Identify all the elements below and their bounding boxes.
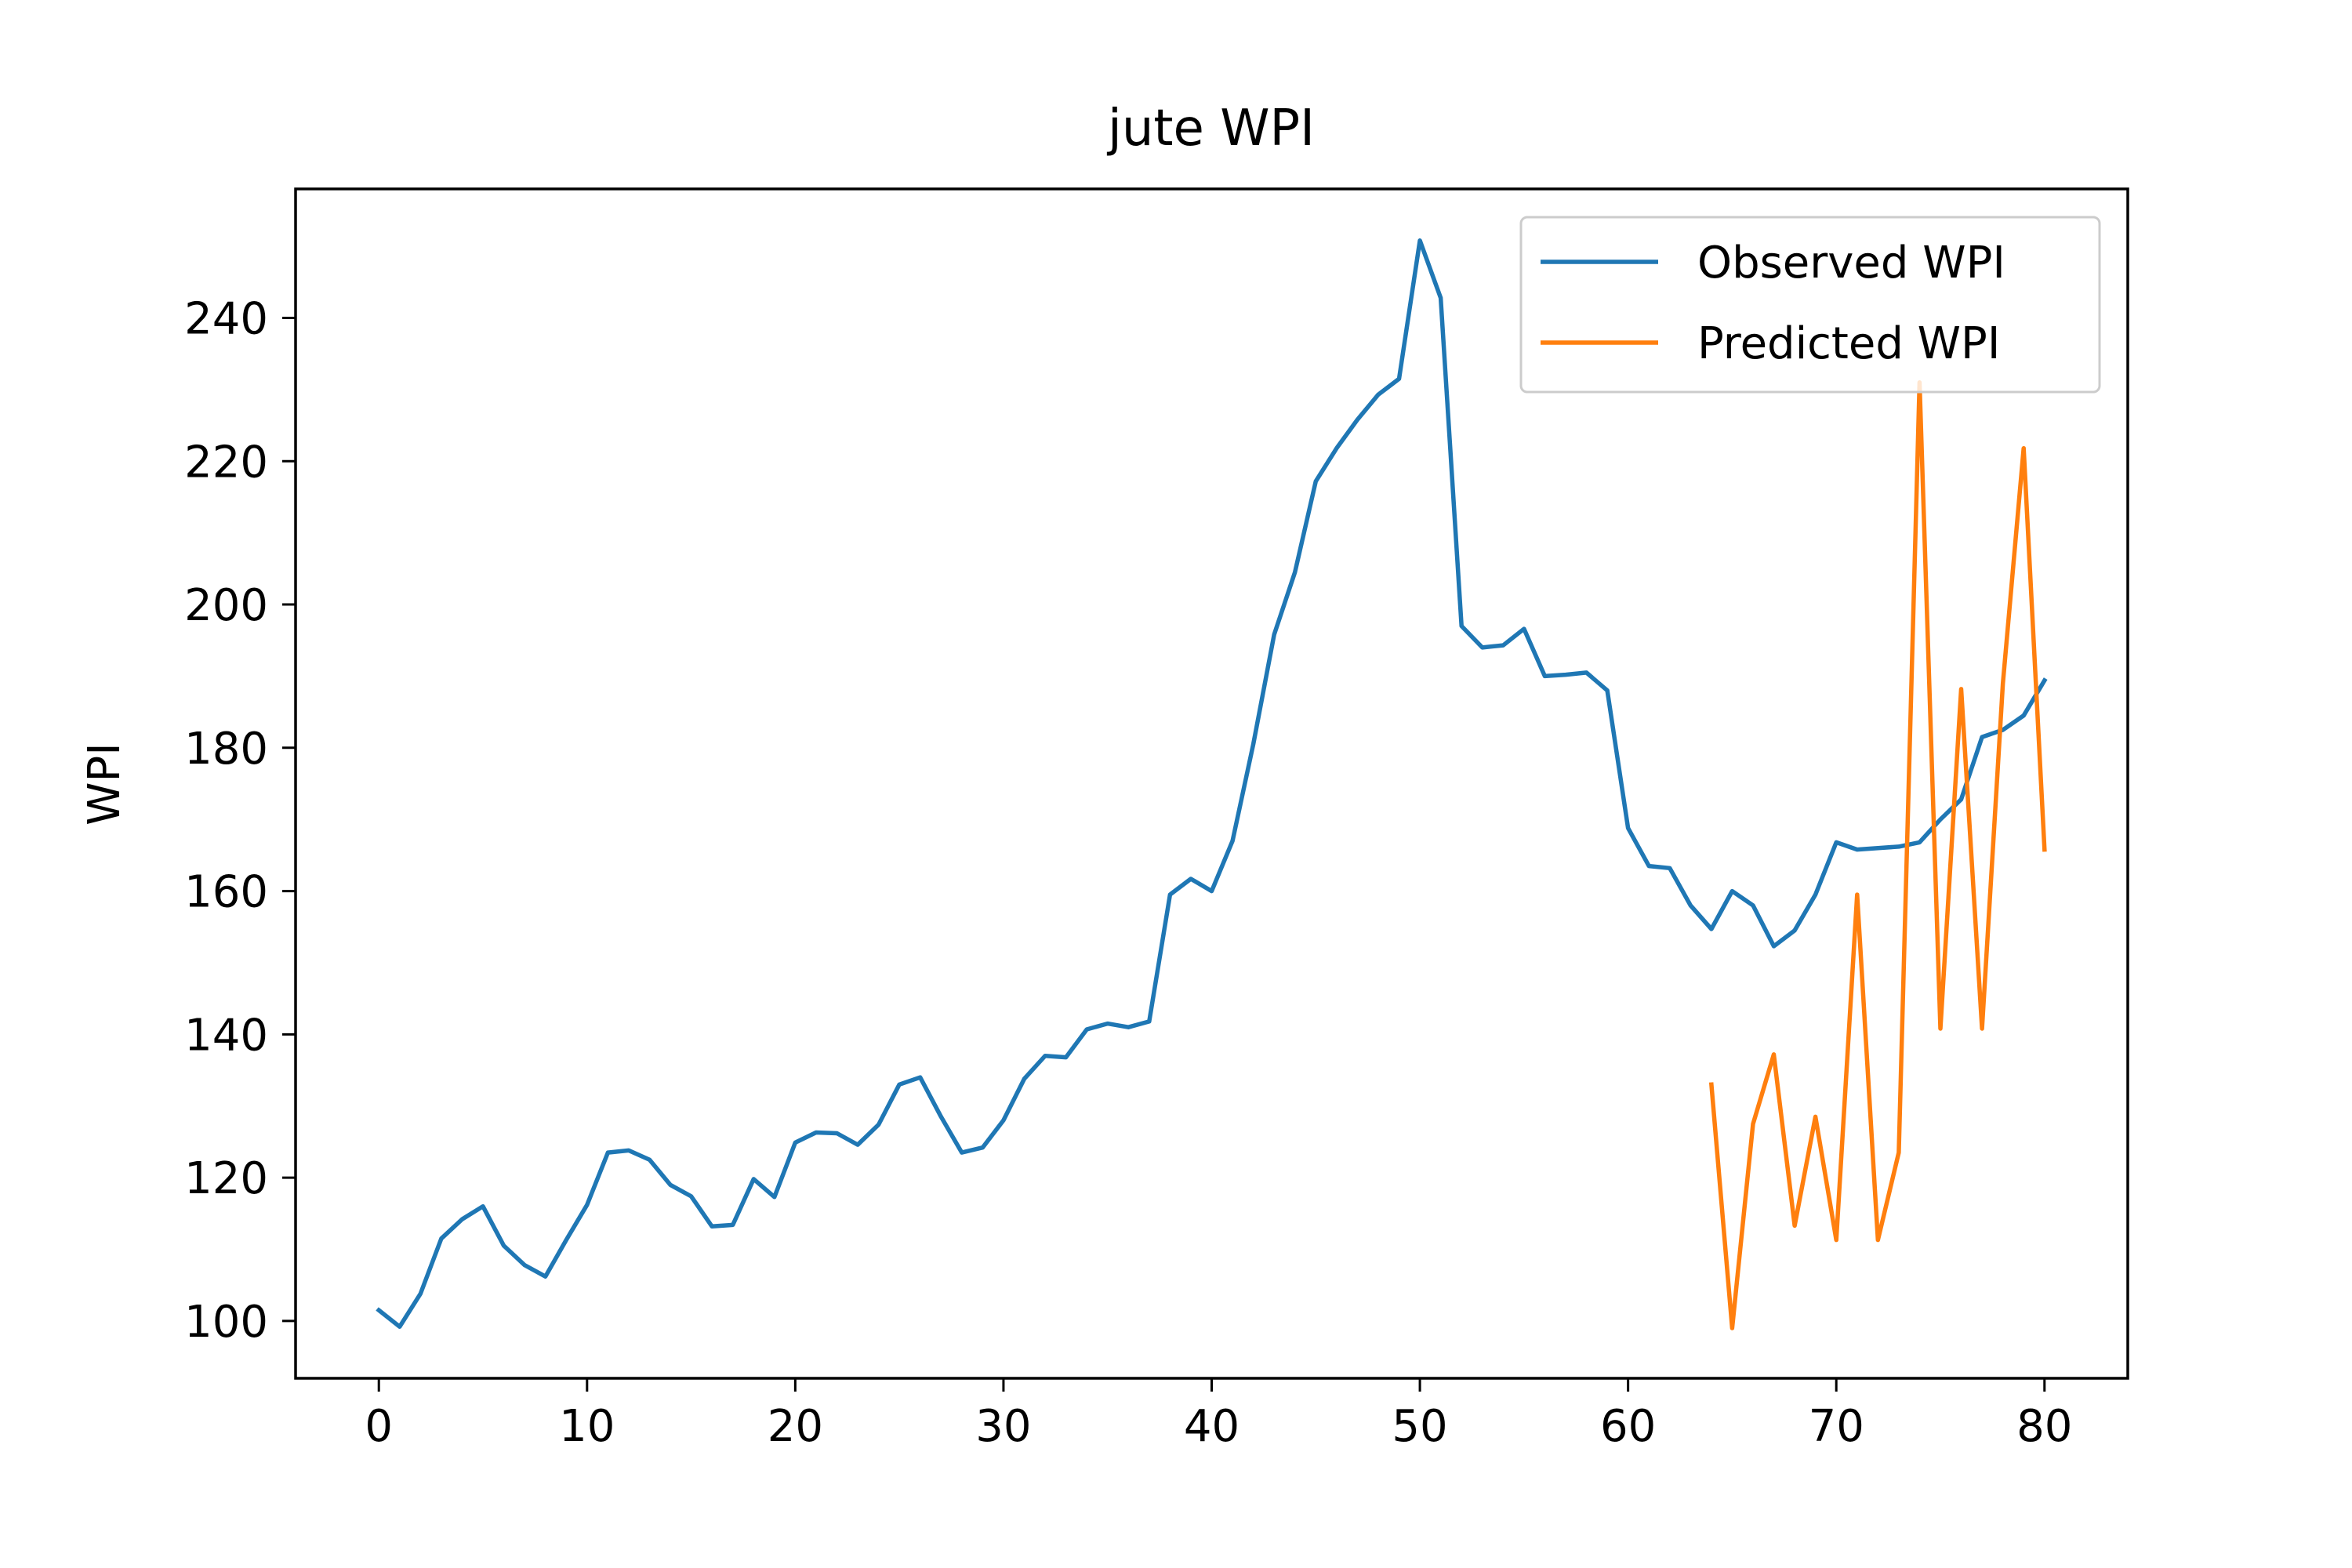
x-tick-label: 60 [1600, 1401, 1656, 1452]
x-tick-label: 80 [2016, 1401, 2072, 1452]
series-lines [376, 238, 2048, 1330]
y-tick-label: 200 [184, 580, 268, 631]
legend-label: Predicted WPI [1697, 318, 2000, 369]
y-axis-label: WPI [79, 742, 130, 826]
y-tick-label: 100 [184, 1297, 268, 1348]
axis-ticks: 0 10 20 30 40 50 60 70 80 100 120 140 160 180 200 220 24… [184, 293, 2072, 1452]
chart-title: jute WPI [1106, 100, 1315, 158]
y-tick-label: 140 [184, 1010, 268, 1061]
series-line-predicted-wpi [1708, 379, 2047, 1330]
legend-box [1519, 216, 2101, 394]
y-tick-label: 120 [184, 1153, 268, 1204]
y-tick-label: 160 [184, 867, 268, 918]
x-tick-label: 70 [1809, 1401, 1864, 1452]
legend: Observed WPI Predicted WPI [1519, 216, 2101, 394]
series-line-observed-wpi [376, 238, 2048, 1329]
x-tick-label: 30 [975, 1401, 1031, 1452]
x-tick-label: 20 [768, 1401, 823, 1452]
y-tick-label: 220 [184, 437, 268, 488]
x-tick-label: 40 [1184, 1401, 1240, 1452]
legend-label: Observed WPI [1697, 238, 2005, 289]
y-tick-label: 240 [184, 293, 268, 344]
x-tick-label: 0 [365, 1401, 393, 1452]
plot-frame [294, 187, 2129, 1380]
x-tick-label: 10 [559, 1401, 615, 1452]
y-tick-label: 180 [184, 724, 268, 775]
x-tick-label: 50 [1392, 1401, 1447, 1452]
